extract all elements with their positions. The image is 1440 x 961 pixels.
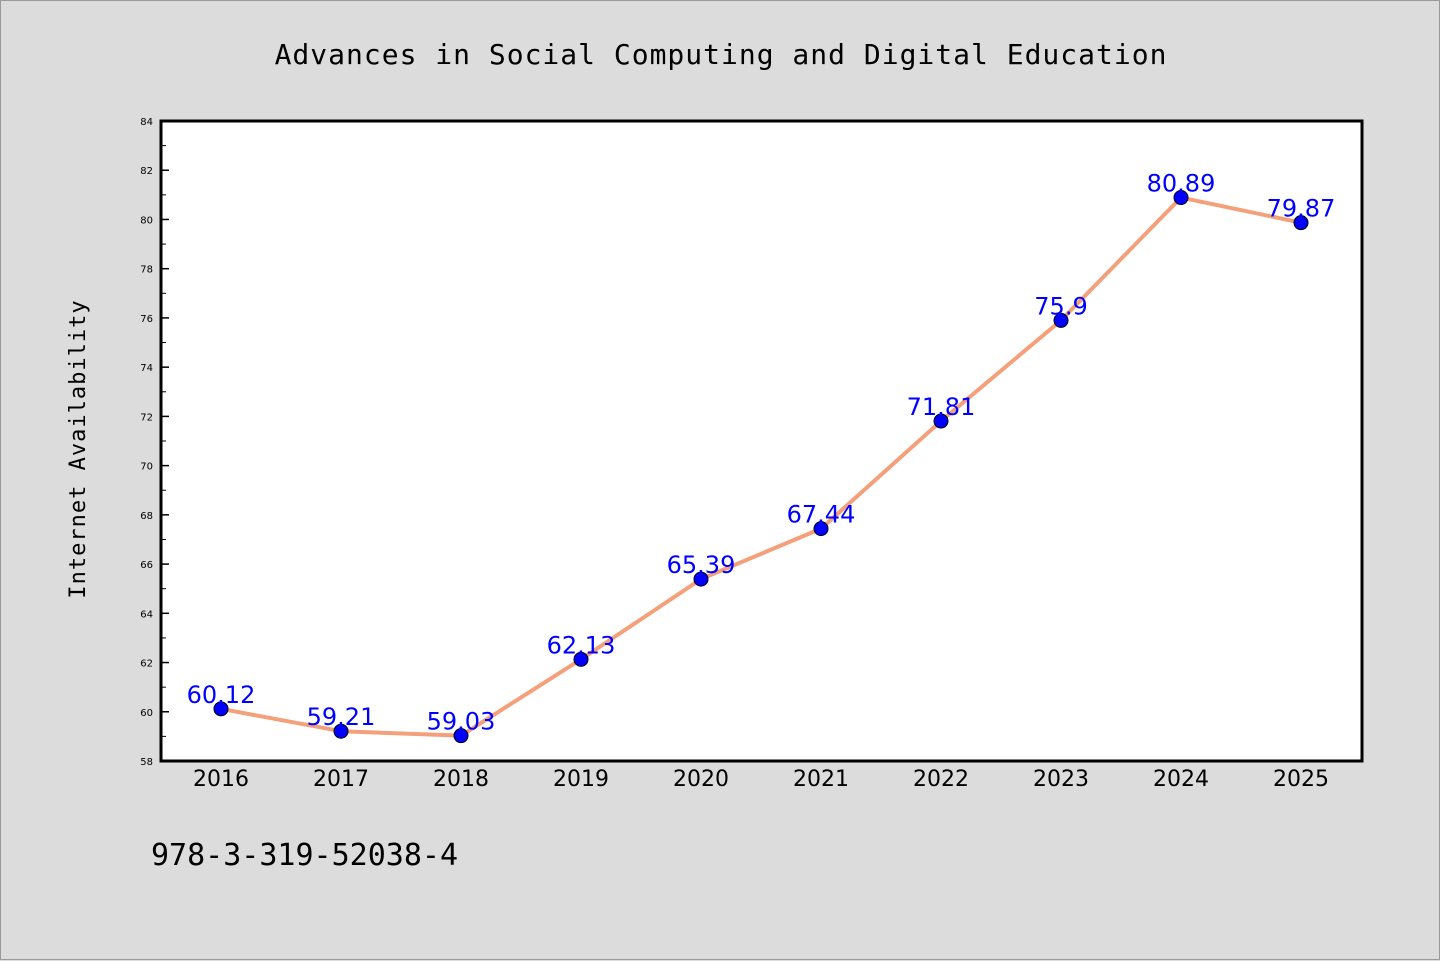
data-point (1053, 312, 1069, 328)
plot-area (159, 119, 1364, 763)
y-tick-label: 74 (140, 363, 153, 374)
x-tick-label: 2017 (313, 767, 369, 792)
x-tick-label: 2022 (913, 767, 969, 792)
series-line (220, 195, 1302, 738)
x-tick-label: 2016 (193, 767, 249, 792)
y-tick-label: 60 (140, 708, 153, 719)
data-point (1173, 190, 1189, 206)
y-tick-label: 68 (140, 511, 153, 522)
x-tick-label: 2019 (553, 767, 609, 792)
isbn-footnote: 978-3-319-52038-4 (151, 838, 458, 873)
data-label: 79.87 (1267, 195, 1336, 223)
data-point (1293, 215, 1309, 231)
data-point (333, 723, 349, 739)
data-point (813, 521, 829, 537)
y-tick-label: 84 (140, 117, 153, 128)
series-line-group (220, 195, 1302, 738)
data-label: 71.81 (907, 393, 976, 421)
data-label: 60.12 (187, 681, 256, 709)
y-tick-label: 58 (140, 757, 153, 768)
y-tick-label: 72 (140, 412, 153, 423)
chart-title: Advances in Social Computing and Digital… (275, 38, 1168, 71)
data-label: 65.39 (667, 551, 736, 579)
data-point (453, 728, 469, 744)
x-tick-label: 2025 (1273, 767, 1329, 792)
y-axis-label: Internet Availability (66, 299, 91, 598)
data-point (933, 413, 949, 429)
y-tick-label: 62 (140, 659, 153, 670)
x-tick-label: 2024 (1153, 767, 1209, 792)
data-point (213, 701, 229, 717)
y-tick-label: 76 (140, 314, 153, 325)
y-tick-label: 78 (140, 265, 153, 276)
x-tick-label: 2023 (1033, 767, 1089, 792)
markers-group (213, 190, 1309, 744)
x-axis: 2016 2017 2018 2019 2020 2021 2022 2023 2024 2025 (193, 767, 1329, 792)
data-label: 75.9 (1034, 292, 1087, 320)
y-axis: 58 60 62 64 66 68 70 72 74 76 78 80 82 84 (140, 117, 169, 768)
data-label: 80.89 (1147, 170, 1216, 198)
x-tick-label: 2018 (433, 767, 489, 792)
data-label: 67.44 (787, 501, 856, 529)
y-tick-label: 80 (140, 215, 153, 226)
data-labels-group: 60.12 59.21 59.03 62.13 65.39 67.44 71.81 75.9 8… (187, 170, 1336, 736)
y-tick-label: 64 (140, 609, 153, 620)
data-label: 59.21 (307, 703, 376, 731)
y-tick-label: 70 (140, 462, 153, 473)
data-label: 59.03 (427, 708, 496, 736)
y-tick-label: 82 (140, 166, 153, 177)
y-tick-label: 66 (140, 560, 153, 571)
data-label: 62.13 (547, 631, 616, 659)
x-tick-label: 2020 (673, 767, 729, 792)
data-point (693, 571, 709, 587)
data-point (573, 651, 589, 667)
x-tick-label: 2021 (793, 767, 849, 792)
